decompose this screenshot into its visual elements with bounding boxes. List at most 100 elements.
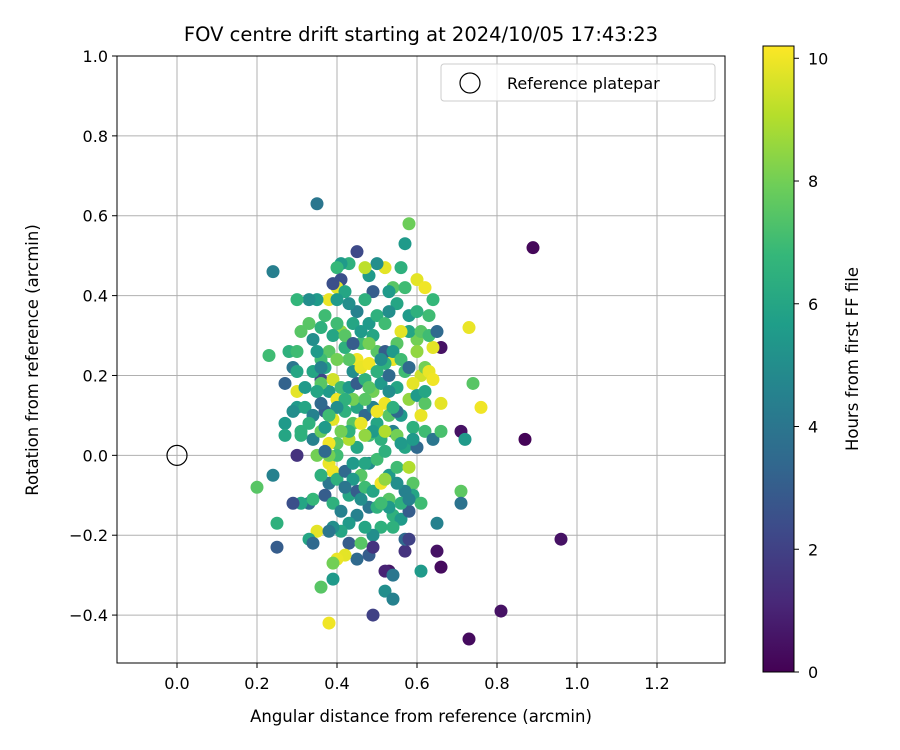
data-point	[270, 540, 284, 554]
data-point	[390, 460, 404, 474]
data-point	[398, 544, 412, 558]
data-point	[374, 520, 388, 534]
data-point	[310, 524, 324, 538]
data-point	[414, 496, 428, 510]
legend: Reference platepar	[440, 63, 716, 102]
data-point	[314, 580, 328, 594]
data-point	[434, 396, 448, 410]
data-point	[330, 353, 344, 366]
data-point	[290, 345, 304, 359]
data-point	[326, 329, 340, 343]
data-point	[474, 400, 488, 414]
data-point	[426, 293, 440, 307]
y-tick-label: −0.4	[69, 606, 108, 625]
data-point	[326, 277, 340, 291]
plot-frame	[116, 55, 726, 664]
colorbar-tick-label: 2	[808, 540, 818, 559]
data-point	[398, 237, 412, 251]
data-point	[430, 325, 444, 339]
data-points	[166, 197, 568, 646]
data-point	[350, 440, 364, 454]
data-point	[306, 492, 320, 506]
data-point	[370, 257, 384, 271]
data-point	[358, 293, 372, 307]
data-point	[278, 428, 292, 442]
data-point	[266, 468, 280, 482]
data-point	[394, 261, 408, 275]
data-point	[466, 376, 480, 390]
data-point	[278, 416, 292, 430]
data-point	[398, 281, 412, 295]
data-point	[290, 364, 304, 378]
data-point	[378, 584, 392, 598]
data-point	[314, 468, 328, 482]
x-tick-label: 0.4	[324, 674, 349, 693]
data-point	[294, 428, 308, 442]
data-point	[462, 321, 476, 335]
data-point	[378, 424, 392, 438]
colorbar-tick-label: 6	[808, 295, 818, 314]
y-tick-label: −0.2	[69, 526, 108, 545]
data-point	[302, 317, 316, 331]
data-point	[330, 261, 344, 275]
data-point	[350, 245, 364, 259]
data-point	[410, 345, 424, 359]
data-point	[346, 472, 360, 486]
data-point	[318, 444, 332, 458]
colorbar-tick-label: 0	[808, 663, 818, 682]
x-tick-label: 0.0	[164, 674, 189, 693]
data-point	[414, 564, 428, 578]
data-point	[346, 317, 360, 331]
data-point	[330, 317, 344, 331]
data-point	[454, 496, 468, 510]
data-point	[354, 536, 368, 550]
data-point	[270, 516, 284, 530]
data-point	[366, 608, 380, 622]
data-point	[302, 416, 316, 430]
data-point	[310, 197, 324, 211]
data-point	[386, 345, 400, 359]
data-point	[402, 532, 416, 546]
data-point	[250, 480, 264, 494]
data-point	[334, 504, 348, 518]
data-point	[406, 376, 420, 390]
data-point	[318, 488, 332, 502]
data-point	[386, 568, 400, 582]
data-point	[462, 632, 476, 646]
y-tick-label: 1.0	[83, 47, 108, 66]
data-point	[430, 516, 444, 530]
data-point	[286, 496, 300, 510]
data-point	[386, 520, 400, 534]
data-point	[338, 329, 352, 343]
data-point	[382, 285, 396, 299]
data-point	[402, 460, 416, 474]
data-point	[326, 496, 340, 510]
data-point	[390, 476, 404, 490]
data-point	[294, 325, 308, 339]
data-point	[302, 293, 316, 307]
data-point	[418, 281, 432, 295]
reference-platepar-marker	[166, 444, 188, 466]
data-point	[370, 452, 384, 466]
data-point	[374, 376, 388, 390]
x-tick-label: 1.2	[644, 674, 669, 693]
data-point	[318, 309, 332, 323]
data-point	[338, 464, 352, 478]
data-point	[454, 484, 468, 498]
data-point	[350, 552, 364, 566]
x-tick-label: 1.0	[564, 674, 589, 693]
data-point	[458, 432, 472, 446]
data-point	[370, 309, 384, 323]
data-point	[418, 396, 432, 410]
data-point	[322, 616, 336, 630]
data-point	[358, 456, 372, 470]
data-point	[378, 317, 392, 331]
colorbar: 0 2 4 6 8 10 Hours from first FF file	[762, 45, 862, 682]
data-point	[406, 420, 420, 434]
data-point	[342, 536, 356, 550]
data-point	[322, 408, 336, 422]
data-point	[362, 380, 376, 394]
data-point	[346, 456, 360, 470]
data-point	[358, 428, 372, 442]
data-point	[366, 484, 380, 498]
